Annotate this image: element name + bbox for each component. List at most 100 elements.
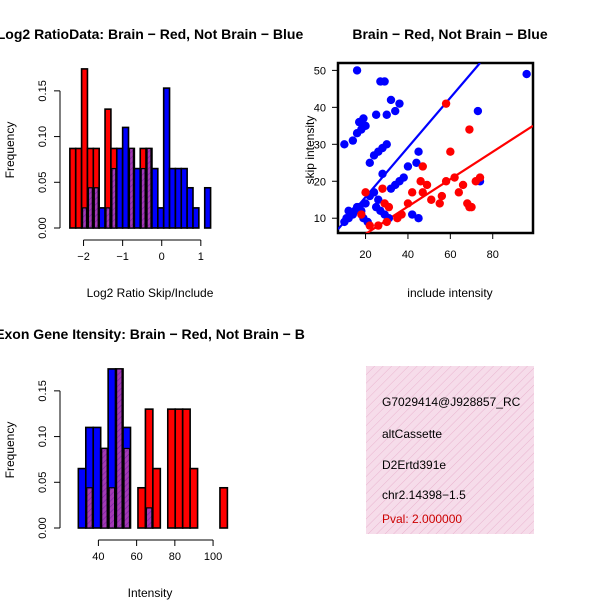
y-tick-label-0: 0.00 xyxy=(37,517,49,538)
intensity-histogram-title: Exon Gene Itensity: Brain − Red, Not Bra… xyxy=(0,326,305,342)
bar-not-brain-20 xyxy=(186,186,194,229)
point-not-brain-46 xyxy=(380,77,389,86)
intensity-scatter-title: Brain − Red, Not Brain − Blue xyxy=(352,26,547,42)
point-not-brain-42 xyxy=(391,106,400,116)
point-not-brain-25 xyxy=(412,158,421,167)
point-not-brain-40 xyxy=(371,110,381,119)
scatter-y-tick-label-4: 50 xyxy=(314,65,326,77)
ratio-histogram-xlabel: Log2 Ratio Skip/Include xyxy=(87,286,214,300)
bar-overlap-6 xyxy=(123,447,131,529)
scatter-y-tick-label-0: 10 xyxy=(314,213,326,225)
point-not-brain-37 xyxy=(361,121,370,131)
point-brain-9 xyxy=(407,188,417,197)
y-tick-label-3: 0.15 xyxy=(37,380,49,401)
scatter-points xyxy=(340,66,531,230)
point-brain-5 xyxy=(397,210,406,219)
intensity-histogram-ylabel: Frequency xyxy=(3,422,17,479)
point-not-brain-15 xyxy=(374,195,383,204)
bar-not-brain-9 xyxy=(121,126,130,229)
x-tick-label-3: 100 xyxy=(204,551,222,563)
bar-not-brain-0 xyxy=(77,467,87,529)
bar-not-brain-14 xyxy=(151,167,159,229)
info-pval: Pval: 2.000000 xyxy=(382,512,462,526)
scatter-xlabel: include intensity xyxy=(407,286,492,300)
point-brain-20 xyxy=(458,180,468,190)
bar-brain-0 xyxy=(69,147,77,229)
bar-brain-13 xyxy=(174,408,184,529)
point-brain-27 xyxy=(441,99,451,108)
point-brain-13 xyxy=(418,162,427,171)
scatter-y-tick-label-3: 40 xyxy=(314,102,326,114)
point-brain-29 xyxy=(361,188,370,197)
point-not-brain-23 xyxy=(399,173,408,182)
bar-overlap-1 xyxy=(86,487,93,529)
scatter-axes: 20 40 60 80 10 20 30 40 50 xyxy=(314,65,499,261)
intensity-histogram-bars xyxy=(77,368,229,529)
scatter-ylabel: skip intensity xyxy=(303,116,317,185)
bar-not-brain-18 xyxy=(174,167,183,229)
point-not-brain-43 xyxy=(395,99,404,108)
point-brain-28 xyxy=(446,147,455,156)
info-line-locus: chr2.14398−1.5 xyxy=(382,488,466,502)
bar-brain-1 xyxy=(74,147,83,229)
ratio-histogram-bars xyxy=(69,68,212,229)
point-not-brain-50 xyxy=(522,69,531,79)
scatter-x-tick-label-2: 60 xyxy=(444,249,456,261)
y-tick-label-0: 0.00 xyxy=(37,217,49,238)
y-tick-label-1: 0.05 xyxy=(37,172,49,193)
bar-overlap-9 xyxy=(145,507,153,529)
point-brain-10 xyxy=(418,188,427,197)
y-tick-label-2: 0.10 xyxy=(37,126,49,147)
point-not-brain-52 xyxy=(414,214,423,223)
intensity-histogram-xlabel: Intensity xyxy=(128,586,173,600)
x-tick-label-0: 40 xyxy=(92,551,104,563)
bar-not-brain-15 xyxy=(157,207,165,229)
bar-overlap-7 xyxy=(111,167,117,229)
point-brain-25 xyxy=(475,173,485,182)
y-tick-label-3: 0.15 xyxy=(37,80,49,101)
info-line-probe: G7029414@J928857_RC xyxy=(382,395,521,409)
point-brain-15 xyxy=(435,199,444,208)
scatter-y-tick-label-1: 20 xyxy=(314,176,326,188)
fit-line-blue xyxy=(338,63,481,231)
bar-not-brain-8 xyxy=(115,147,124,229)
intensity-histogram-axes: 0.00 0.05 0.10 0.15 40 60 80 100 xyxy=(37,380,222,563)
bar-overlap-10 xyxy=(128,147,134,229)
y-tick-label-1: 0.05 xyxy=(37,472,49,493)
point-not-brain-24 xyxy=(403,162,413,171)
point-brain-26 xyxy=(465,125,474,134)
scatter-x-tick-label-0: 20 xyxy=(359,249,371,261)
info-panel-box: G7029414@J928857_RC altCassette D2Ertd39… xyxy=(366,366,534,534)
x-tick-label-0: −2 xyxy=(77,251,90,263)
point-not-brain-12 xyxy=(361,199,370,208)
point-brain-19 xyxy=(454,188,464,197)
ratio-histogram-axes: 0.00 0.05 0.10 0.15 −2 −1 0 1 xyxy=(37,80,204,263)
bar-not-brain-23 xyxy=(203,186,212,229)
bar-brain-19 xyxy=(219,486,229,529)
point-brain-7 xyxy=(380,199,389,208)
info-line-gene: D2Ertd391e xyxy=(382,458,446,472)
intensity-histogram: Exon Gene Itensity: Brain − Red, Not Bra… xyxy=(0,326,305,600)
x-tick-label-1: −1 xyxy=(116,251,129,263)
scatter-fit-lines xyxy=(338,63,533,233)
bar-brain-10 xyxy=(152,467,162,529)
bar-not-brain-16 xyxy=(162,87,171,229)
point-not-brain-26 xyxy=(414,147,423,156)
point-not-brain-34 xyxy=(348,136,358,145)
point-not-brain-47 xyxy=(352,66,362,75)
bar-brain-12 xyxy=(166,408,177,529)
point-not-brain-48 xyxy=(473,106,483,116)
bar-overlap-4 xyxy=(93,187,99,229)
bar-overlap-3 xyxy=(101,447,108,529)
point-brain-11 xyxy=(422,180,432,190)
point-not-brain-14 xyxy=(369,188,379,197)
point-brain-12 xyxy=(416,177,425,186)
point-not-brain-33 xyxy=(340,140,349,149)
bar-overlap-4 xyxy=(108,487,116,529)
point-brain-3 xyxy=(382,217,391,227)
point-brain-23 xyxy=(467,202,476,212)
x-tick-label-2: 0 xyxy=(159,251,165,263)
x-tick-label-1: 60 xyxy=(130,551,142,563)
ratio-histogram-title: Log2 RatioData: Brain − Red, Not Brain −… xyxy=(0,26,303,42)
point-brain-17 xyxy=(441,177,451,186)
